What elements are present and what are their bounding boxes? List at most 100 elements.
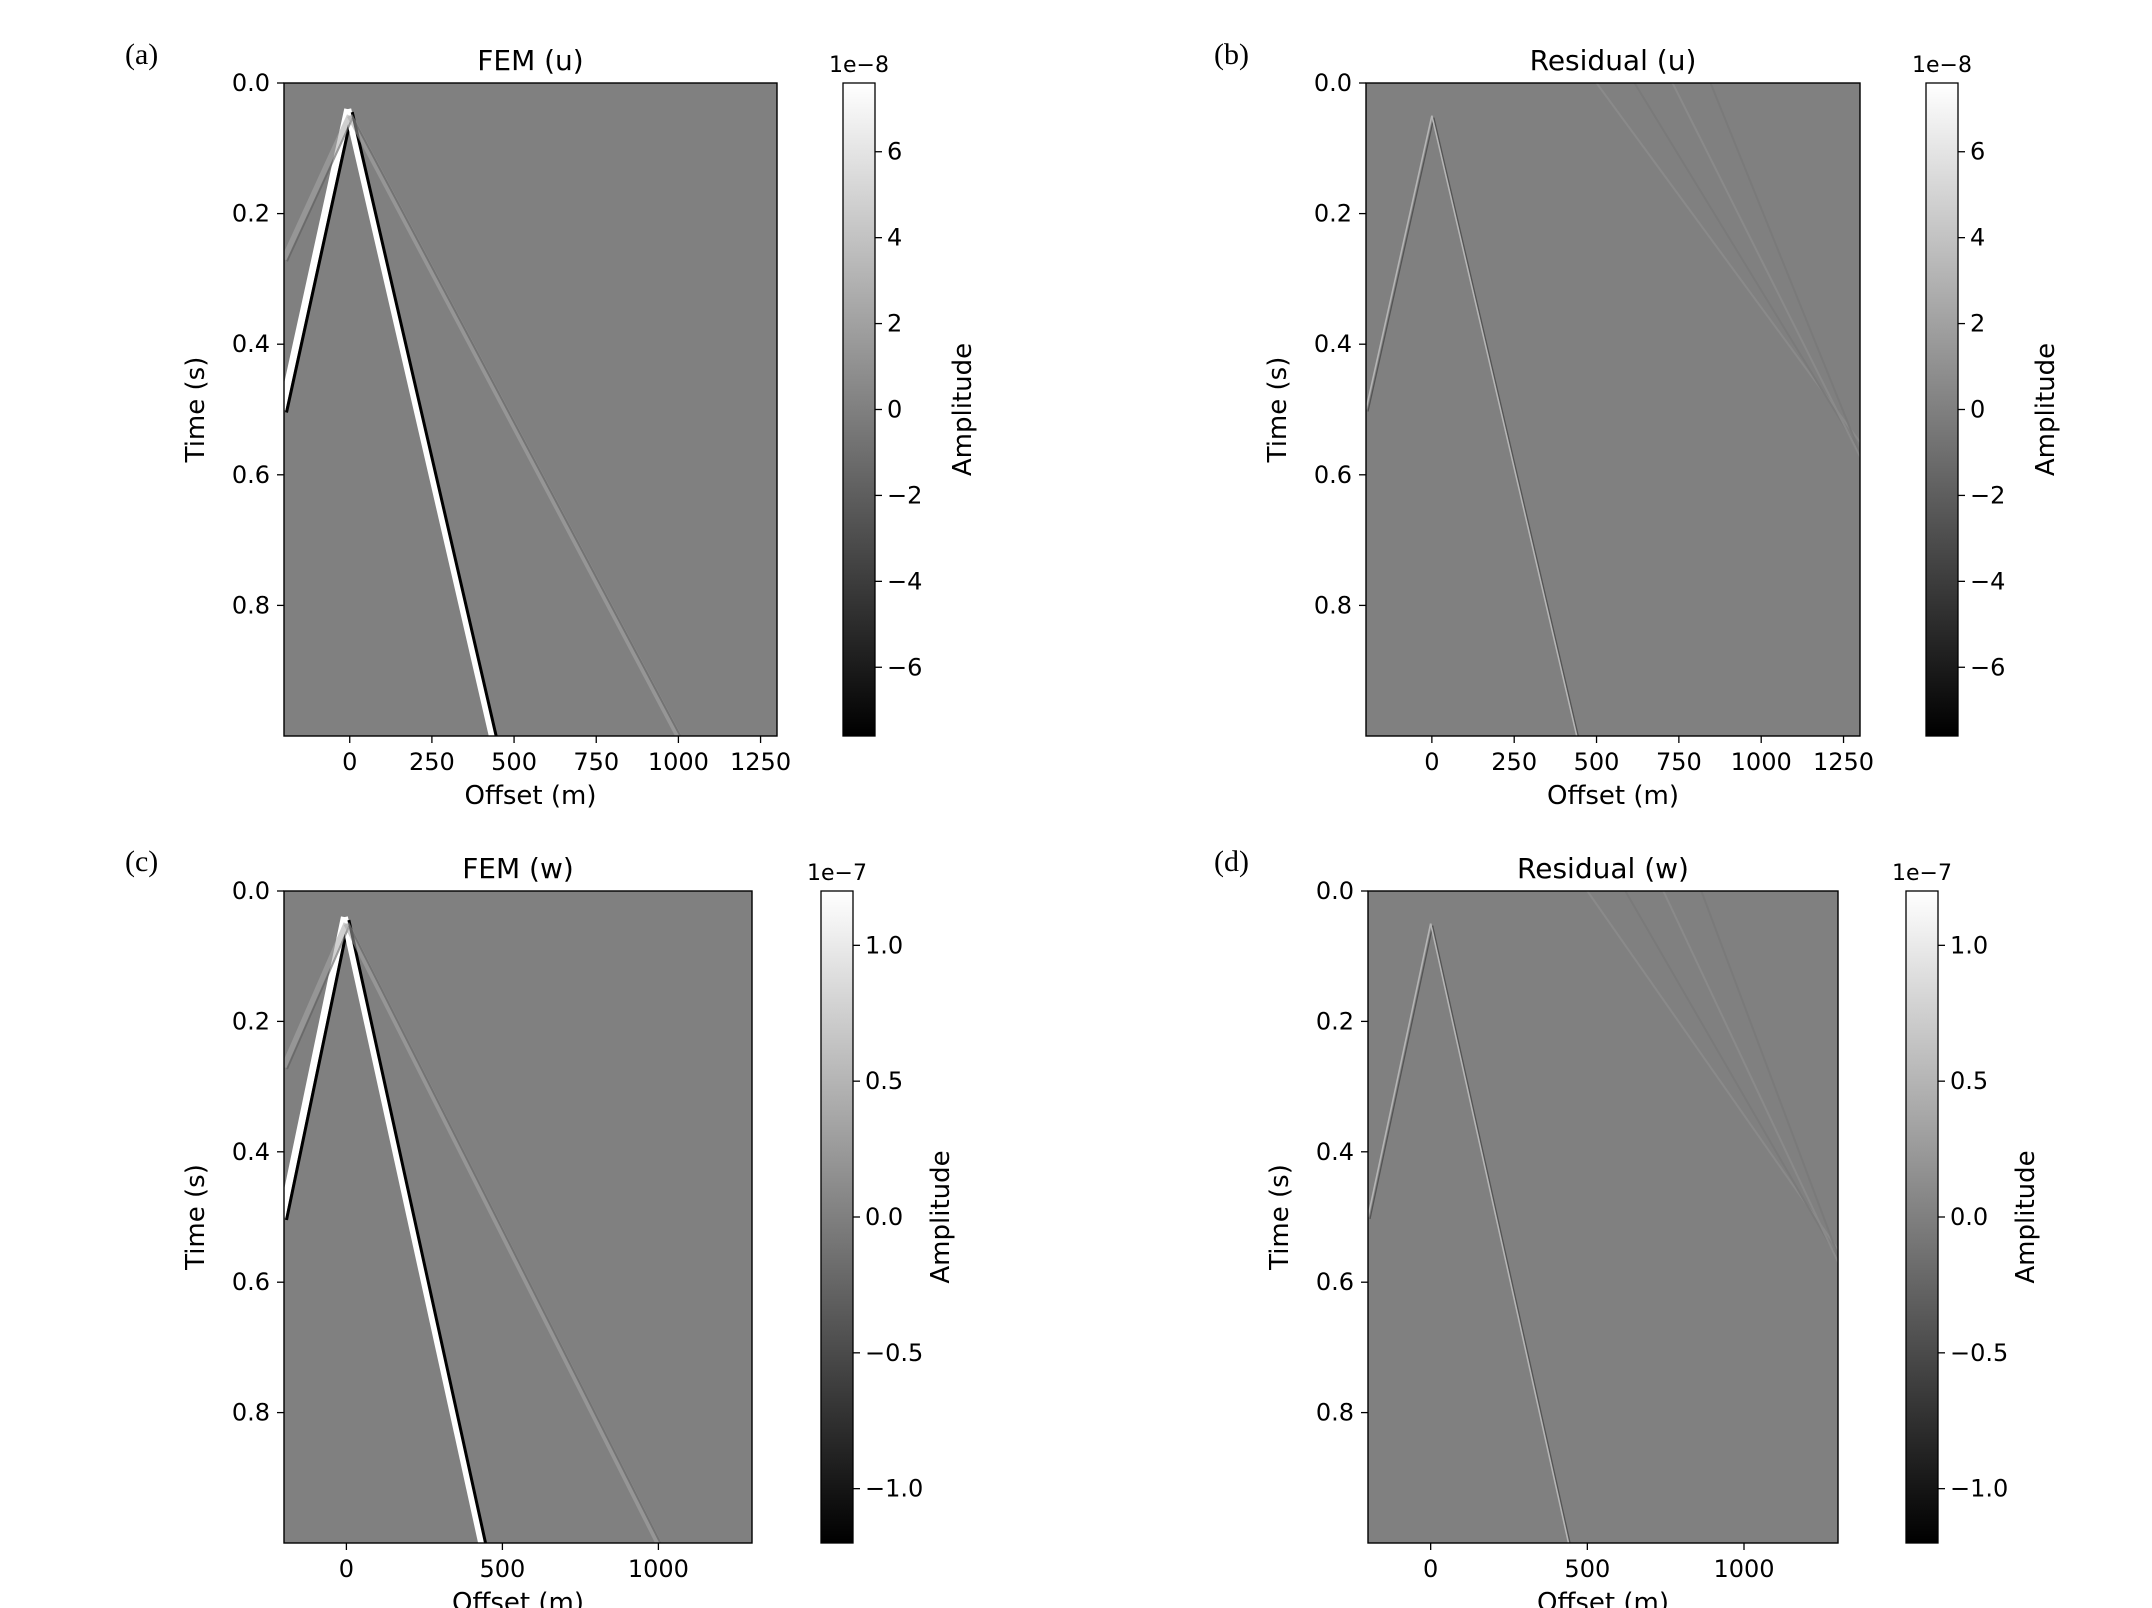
event-surface-wave-residual-streak bbox=[1662, 891, 1838, 1265]
plot-frame bbox=[283, 890, 753, 1544]
event-surface-wave-residual-streak bbox=[1624, 891, 1838, 1261]
seismic-events bbox=[284, 108, 682, 736]
plot-background bbox=[1366, 83, 1860, 736]
y-tick-label: 0.0 bbox=[232, 69, 270, 97]
y-tick-label: 0.0 bbox=[1316, 877, 1354, 905]
plot-background bbox=[284, 891, 752, 1543]
event-surface-wave-left-lobe-dark bbox=[286, 117, 354, 262]
event-direct-wave-left-lobe-dark bbox=[285, 919, 351, 1221]
colorbar-tick-label: 0 bbox=[887, 396, 902, 424]
event-surface-wave-left-lobe-light bbox=[284, 114, 353, 261]
plot-frame bbox=[1367, 890, 1839, 1544]
x-axis-label: Offset (m) bbox=[465, 781, 597, 811]
x-tick-label: 750 bbox=[1656, 748, 1702, 776]
x-axis-label: Offset (m) bbox=[1547, 781, 1679, 811]
y-tick-label: 0.4 bbox=[1314, 330, 1352, 358]
x-axis-label: Offset (m) bbox=[1537, 1588, 1669, 1608]
y-tick-label: 0.6 bbox=[1316, 1268, 1354, 1296]
event-surface-wave-residual-streak bbox=[1586, 891, 1838, 1251]
event-direct-wave-right-lobe-light bbox=[344, 108, 496, 736]
x-tick-label: 0 bbox=[342, 748, 357, 776]
chart-title: Residual (w) bbox=[1517, 852, 1689, 885]
chart-title: FEM (u) bbox=[477, 44, 583, 77]
x-tick-label: 500 bbox=[1564, 1555, 1610, 1583]
y-tick-label: 0.8 bbox=[1314, 591, 1352, 619]
colorbar-label: Amplitude bbox=[926, 1150, 956, 1283]
colorbar bbox=[1925, 82, 1959, 737]
colorbar-scale-label: 1e−7 bbox=[807, 861, 867, 886]
panel-b: (b) Residual (u) 0 250 500 750 1000 1250 Offset … bbox=[1214, 38, 2061, 811]
event-surface-wave-right-lobe-light bbox=[347, 114, 682, 736]
event-surface-wave-residual-streak bbox=[1633, 83, 1860, 454]
x-tick-label: 500 bbox=[479, 1555, 525, 1583]
y-axis-label: Time (s) bbox=[181, 357, 211, 464]
seismic-events bbox=[1366, 83, 1860, 736]
y-tick-label: 0.6 bbox=[232, 461, 270, 489]
plot-frame bbox=[1365, 82, 1861, 737]
colorbar-label: Amplitude bbox=[948, 343, 978, 476]
colorbar-tick-label: 0.0 bbox=[1950, 1203, 1988, 1231]
colorbar-tick-label: −4 bbox=[887, 567, 922, 595]
x-tick-label: 250 bbox=[1491, 748, 1537, 776]
y-tick-label: 0.4 bbox=[232, 1138, 270, 1166]
colorbar-tick-label: −4 bbox=[1970, 567, 2005, 595]
panel-label: (c) bbox=[125, 845, 158, 878]
x-axis-label: Offset (m) bbox=[452, 1588, 584, 1608]
y-tick-label: 0.8 bbox=[1316, 1399, 1354, 1427]
x-tick-label: 1000 bbox=[1731, 748, 1792, 776]
y-tick-label: 0.0 bbox=[1314, 69, 1352, 97]
colorbar bbox=[842, 82, 876, 737]
y-axis-label: Time (s) bbox=[181, 1164, 211, 1271]
x-tick-label: 0 bbox=[339, 1555, 354, 1583]
event-surface-wave-right-lobe-dark bbox=[348, 925, 662, 1543]
event-direct-wave-residual-right-lobe-light bbox=[1429, 923, 1570, 1543]
colorbar-tick-label: −0.5 bbox=[865, 1339, 923, 1367]
x-tick-label: 500 bbox=[1574, 748, 1620, 776]
x-tick-label: 1000 bbox=[628, 1555, 689, 1583]
y-axis-label: Time (s) bbox=[1265, 1164, 1295, 1271]
x-tick-label: 0 bbox=[1424, 748, 1439, 776]
event-direct-wave-right-lobe-dark bbox=[350, 111, 498, 736]
x-tick-label: 1250 bbox=[730, 748, 791, 776]
x-tick-label: 0 bbox=[1423, 1555, 1438, 1583]
colorbar-scale-label: 1e−7 bbox=[1892, 861, 1952, 886]
chart-title: Residual (u) bbox=[1530, 44, 1697, 77]
y-axis-label: Time (s) bbox=[1263, 357, 1293, 464]
colorbar-tick-label: 0.0 bbox=[865, 1203, 903, 1231]
panel-label: (d) bbox=[1214, 845, 1249, 878]
colorbar-tick-label: 2 bbox=[1970, 310, 1985, 338]
event-surface-wave-left-lobe-light bbox=[284, 922, 350, 1069]
event-direct-wave-residual-left-lobe-dark bbox=[1369, 925, 1434, 1220]
event-direct-wave-right-lobe-dark bbox=[347, 919, 488, 1543]
event-surface-wave-residual-streak bbox=[1595, 83, 1860, 443]
event-direct-wave-residual-right-lobe-light bbox=[1431, 115, 1578, 736]
colorbar-tick-label: −2 bbox=[887, 481, 922, 509]
event-surface-wave-left-lobe-dark bbox=[286, 925, 351, 1070]
event-direct-wave-left-lobe-light bbox=[284, 108, 352, 411]
plot-background bbox=[284, 83, 777, 736]
y-tick-label: 0.8 bbox=[232, 1399, 270, 1427]
event-direct-wave-residual-left-lobe-light bbox=[1368, 923, 1432, 1218]
x-tick-label: 500 bbox=[491, 748, 537, 776]
seismic-events bbox=[284, 916, 662, 1543]
colorbar-tick-label: 1.0 bbox=[1950, 931, 1988, 959]
event-surface-wave-residual-streak bbox=[1709, 83, 1860, 456]
colorbar-scale-label: 1e−8 bbox=[829, 53, 889, 78]
x-tick-label: 250 bbox=[409, 748, 455, 776]
colorbar-tick-label: 4 bbox=[1970, 224, 1985, 252]
plot-frame bbox=[283, 82, 778, 737]
y-tick-label: 0.2 bbox=[232, 1007, 270, 1035]
x-tick-label: 750 bbox=[573, 748, 619, 776]
colorbar bbox=[820, 890, 854, 1544]
colorbar-scale-label: 1e−8 bbox=[1912, 53, 1972, 78]
y-tick-label: 0.6 bbox=[1314, 461, 1352, 489]
y-tick-label: 0.2 bbox=[1314, 200, 1352, 228]
panel-label: (a) bbox=[125, 38, 158, 71]
event-surface-wave-right-lobe-dark bbox=[351, 117, 682, 736]
colorbar-tick-label: 1.0 bbox=[865, 931, 903, 959]
event-surface-wave-residual-streak bbox=[1700, 891, 1838, 1259]
event-direct-wave-residual-right-lobe-dark bbox=[1432, 925, 1571, 1543]
event-surface-wave-right-lobe-light bbox=[343, 922, 662, 1543]
colorbar-tick-label: 2 bbox=[887, 310, 902, 338]
chart-title: FEM (w) bbox=[462, 852, 574, 885]
